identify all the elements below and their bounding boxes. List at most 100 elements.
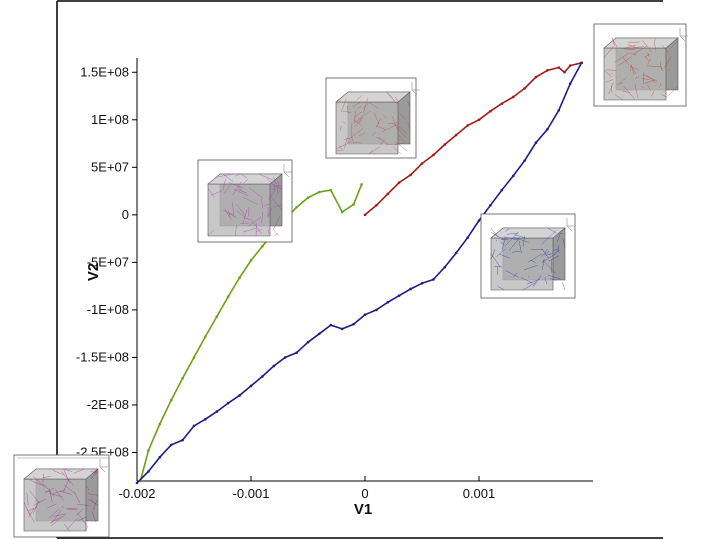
fiber <box>248 187 264 199</box>
fiber <box>662 45 670 55</box>
fiber <box>95 468 98 475</box>
fiber <box>363 102 369 110</box>
fiber <box>85 525 88 532</box>
fiber <box>261 211 263 223</box>
fiber <box>603 69 613 78</box>
fiber <box>619 82 624 85</box>
data-point <box>443 143 447 146</box>
data-point <box>329 188 333 192</box>
fiber <box>520 277 533 284</box>
fiber <box>542 258 545 270</box>
fiber <box>386 91 395 101</box>
axes: 1.5E+08 1E+08 5E+07 0 -5E+07 -1E+08 -1.5E+08 -2… <box>76 58 593 501</box>
fiber <box>49 493 63 497</box>
data-point <box>226 401 230 405</box>
data-point <box>204 335 207 338</box>
y-tick-label: -1E+08 <box>87 302 129 317</box>
data-point <box>329 323 333 327</box>
fiber <box>232 202 235 217</box>
data-point <box>169 398 173 402</box>
data-point <box>386 300 390 304</box>
fiber <box>64 523 70 532</box>
y-tick-label: 5E+07 <box>91 159 129 174</box>
fiber <box>248 216 262 227</box>
fiber <box>654 43 657 51</box>
fiber <box>343 121 345 124</box>
data-point <box>169 443 173 447</box>
fiber <box>267 178 277 189</box>
data-point <box>181 438 184 442</box>
fiber <box>647 52 650 57</box>
data-point <box>352 322 355 326</box>
fiber <box>73 468 85 474</box>
data-point <box>158 455 162 459</box>
fiber <box>669 40 679 50</box>
fiber <box>646 74 656 84</box>
fiber <box>547 274 561 280</box>
fiber <box>542 260 556 274</box>
data-point <box>238 276 241 279</box>
fiber <box>235 224 237 237</box>
data-point <box>511 95 515 99</box>
fiber <box>243 197 258 205</box>
fiber <box>632 45 648 55</box>
data-point <box>181 377 184 380</box>
fiber <box>518 241 522 254</box>
data-point <box>409 287 412 291</box>
fiber <box>29 490 40 504</box>
fiber <box>562 238 566 249</box>
fiber <box>90 498 96 505</box>
data-point <box>454 251 458 255</box>
fiber <box>627 41 640 43</box>
fiber <box>511 250 521 253</box>
fiber <box>354 117 363 128</box>
cube-face <box>23 478 87 532</box>
fiber <box>232 181 242 196</box>
data-point <box>546 69 549 72</box>
fiber <box>623 86 636 101</box>
fiber <box>610 85 613 93</box>
fiber <box>659 82 662 88</box>
fiber <box>368 150 373 155</box>
fiber <box>543 250 550 256</box>
fiber <box>242 178 249 185</box>
data-point <box>375 308 378 312</box>
fiber <box>60 490 73 495</box>
fiber <box>344 137 348 149</box>
x-ticks: -0.002 -0.001 0 0.001 <box>119 476 495 501</box>
fiber <box>407 122 411 130</box>
fiber <box>222 173 234 182</box>
fiber <box>603 45 615 58</box>
fiber <box>557 245 560 253</box>
fiber <box>269 195 283 211</box>
fiber <box>497 286 505 290</box>
fiber <box>233 188 249 196</box>
fiber <box>386 91 399 105</box>
fiber <box>47 503 57 509</box>
data-point <box>352 203 355 206</box>
data-point <box>454 133 458 137</box>
fiber <box>77 516 87 522</box>
y-tick-label: -1.5E+08 <box>76 349 129 364</box>
fiber <box>641 86 645 89</box>
fiber <box>335 99 341 105</box>
fiber <box>223 184 232 194</box>
data-point <box>397 294 401 297</box>
fiber <box>544 277 548 285</box>
fiber <box>87 493 99 496</box>
data-point <box>147 470 150 473</box>
fiber <box>357 106 362 109</box>
triad-axis <box>566 225 573 232</box>
fiber <box>340 110 352 113</box>
data-point <box>466 124 469 127</box>
fiber <box>634 76 640 80</box>
fiber <box>630 66 639 71</box>
fiber <box>393 146 402 155</box>
fiber <box>541 252 557 263</box>
fiber <box>63 469 70 483</box>
fiber <box>614 52 630 63</box>
data-point <box>432 153 435 157</box>
fiber <box>397 133 404 142</box>
fiber <box>258 173 274 181</box>
